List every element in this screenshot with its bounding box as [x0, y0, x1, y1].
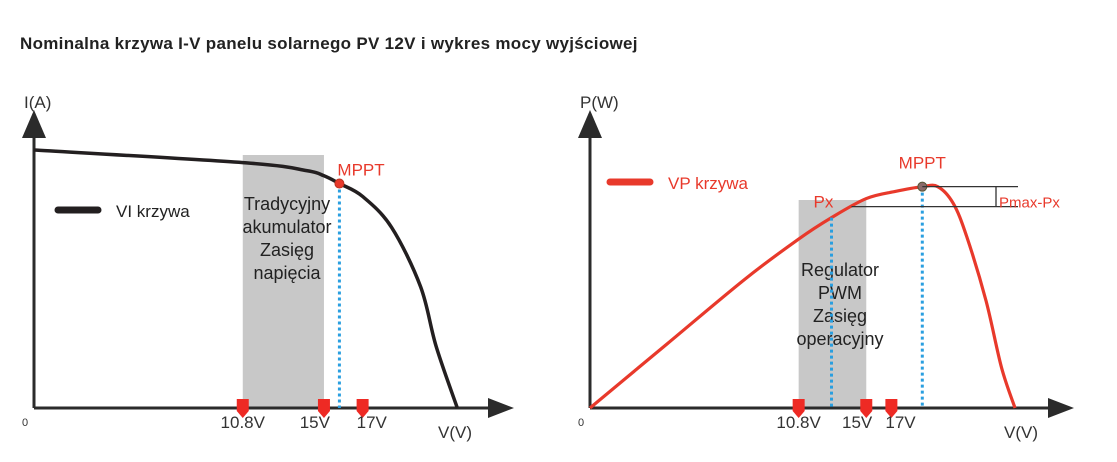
- chart2-origin-label: 0: [578, 417, 584, 429]
- chart2-band-label-line: Regulator: [801, 260, 879, 280]
- chart1-tick-label: 10.8V: [221, 413, 266, 432]
- chart2-tick-label: 10.8V: [776, 413, 821, 432]
- chart2-band-label-line: operacyjny: [796, 329, 883, 349]
- chart2-voltage-marker: [885, 399, 898, 418]
- chart2-band-label-line: PWM: [818, 283, 862, 303]
- chart2-band-label-line: Zasięg: [813, 306, 867, 326]
- chart2-voltage-marker: [860, 399, 873, 418]
- chart1-band-label-line: napięcia: [253, 263, 321, 283]
- chart2-delta-label: Pmax-Px: [999, 195, 1060, 212]
- chart1-xlabel: V(V): [438, 423, 472, 442]
- chart1-band-label-line: Zasięg: [260, 240, 314, 260]
- chart1-x-arrow: [488, 398, 514, 418]
- chart2-series-line: [588, 183, 1017, 410]
- chart2-tick-label: 15V: [842, 413, 873, 432]
- chart1-tick-label: 15V: [300, 413, 331, 432]
- chart1-band-label-line: akumulator: [242, 217, 331, 237]
- chart2-px-label: Px: [814, 193, 834, 212]
- chart2-voltage-marker: [792, 399, 805, 418]
- chart1-band-label-line: Tradycyjny: [244, 194, 330, 214]
- chart1-voltage-marker: [236, 399, 249, 418]
- chart2-legend-label: VP krzywa: [668, 174, 749, 193]
- chart1-tick-label: 17V: [357, 413, 388, 432]
- chart2-x-arrow: [1048, 398, 1074, 418]
- chart1-mppt-point: [334, 178, 345, 189]
- chart1-mppt-label: MPPT: [337, 161, 384, 180]
- chart1-ylabel: I(A): [24, 93, 51, 112]
- chart1-legend-label: VI krzywa: [116, 202, 190, 221]
- chart2-ylabel: P(W): [580, 93, 619, 112]
- chart1-y-arrow: [22, 110, 46, 138]
- chart1-origin-label: 0: [22, 417, 28, 429]
- page-title: Nominalna krzywa I-V panelu solarnego PV…: [20, 34, 638, 53]
- chart1-voltage-marker: [317, 399, 330, 418]
- chart2-mppt-label: MPPT: [899, 154, 946, 173]
- chart2-xlabel: V(V): [1004, 423, 1038, 442]
- chart1-voltage-marker: [356, 399, 369, 418]
- chart1-band: [242, 155, 324, 408]
- chart2-tick-label: 17V: [885, 413, 916, 432]
- chart2-y-arrow: [578, 110, 602, 138]
